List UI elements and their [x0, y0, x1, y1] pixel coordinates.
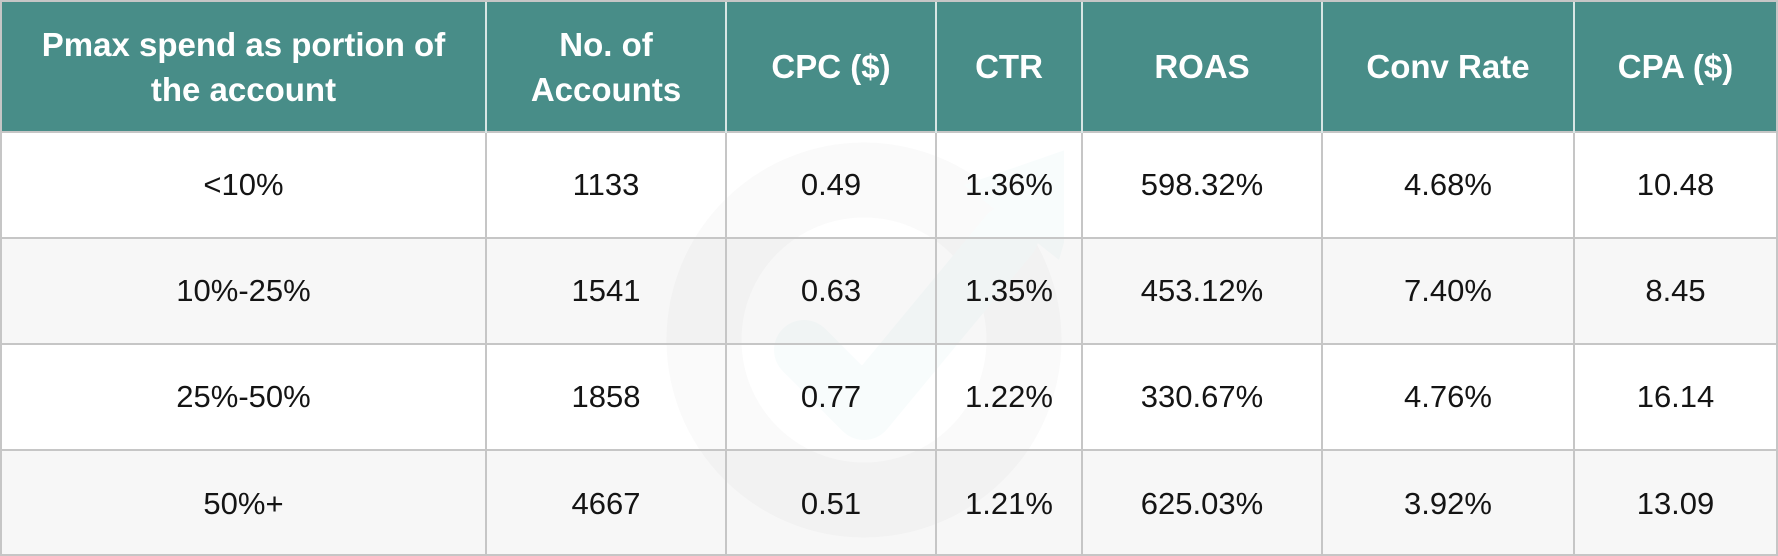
- header-ctr: CTR: [936, 2, 1083, 132]
- cell-ctr: 1.22%: [936, 343, 1083, 450]
- header-cpc: CPC ($): [726, 2, 937, 132]
- cell-roas: 330.67%: [1082, 343, 1323, 450]
- header-num-accounts: No. of Accounts: [486, 2, 727, 132]
- cell-cpa: 13.09: [1574, 449, 1776, 554]
- cell-conv-rate: 3.92%: [1322, 449, 1575, 554]
- header-roas: ROAS: [1082, 2, 1323, 132]
- table-row: 25%-50% 1858 0.77 1.22% 330.67% 4.76% 16…: [2, 343, 1776, 450]
- header-pmax-spend: Pmax spend as portion of the account: [2, 2, 487, 132]
- cell-num-accounts: 1858: [486, 343, 727, 450]
- cell-roas: 625.03%: [1082, 449, 1323, 554]
- cell-roas: 598.32%: [1082, 131, 1323, 238]
- cell-pmax-spend: 10%-25%: [2, 237, 487, 344]
- cell-pmax-spend: 50%+: [2, 449, 487, 554]
- table-header-row: Pmax spend as portion of the account No.…: [2, 2, 1776, 132]
- cell-pmax-spend: <10%: [2, 131, 487, 238]
- cell-ctr: 1.36%: [936, 131, 1083, 238]
- cell-cpc: 0.51: [726, 449, 937, 554]
- cell-ctr: 1.21%: [936, 449, 1083, 554]
- cell-num-accounts: 1133: [486, 131, 727, 238]
- table-row: 50%+ 4667 0.51 1.21% 625.03% 3.92% 13.09: [2, 449, 1776, 554]
- header-cpa: CPA ($): [1574, 2, 1776, 132]
- table-row: <10% 1133 0.49 1.36% 598.32% 4.68% 10.48: [2, 131, 1776, 238]
- table-row: 10%-25% 1541 0.63 1.35% 453.12% 7.40% 8.…: [2, 237, 1776, 344]
- cell-conv-rate: 7.40%: [1322, 237, 1575, 344]
- cell-cpa: 8.45: [1574, 237, 1776, 344]
- cell-roas: 453.12%: [1082, 237, 1323, 344]
- cell-conv-rate: 4.76%: [1322, 343, 1575, 450]
- cell-cpa: 16.14: [1574, 343, 1776, 450]
- cell-conv-rate: 4.68%: [1322, 131, 1575, 238]
- cell-cpc: 0.49: [726, 131, 937, 238]
- cell-pmax-spend: 25%-50%: [2, 343, 487, 450]
- cell-cpc: 0.77: [726, 343, 937, 450]
- cell-cpc: 0.63: [726, 237, 937, 344]
- header-conv-rate: Conv Rate: [1322, 2, 1575, 132]
- cell-num-accounts: 4667: [486, 449, 727, 554]
- cell-num-accounts: 1541: [486, 237, 727, 344]
- cell-cpa: 10.48: [1574, 131, 1776, 238]
- cell-ctr: 1.35%: [936, 237, 1083, 344]
